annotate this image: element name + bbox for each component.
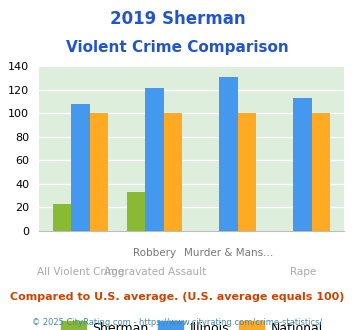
Text: Robbery: Robbery bbox=[133, 248, 176, 257]
Text: 2019 Sherman: 2019 Sherman bbox=[110, 10, 245, 28]
Text: Murder & Mans...: Murder & Mans... bbox=[184, 248, 273, 257]
Legend: Sherman, Illinois, National: Sherman, Illinois, National bbox=[56, 316, 328, 330]
Bar bbox=[71, 104, 90, 231]
Text: Violent Crime Comparison: Violent Crime Comparison bbox=[66, 40, 289, 54]
Text: Aggravated Assault: Aggravated Assault bbox=[104, 267, 206, 277]
Bar bbox=[312, 113, 331, 231]
Bar bbox=[238, 113, 256, 231]
Text: Compared to U.S. average. (U.S. average equals 100): Compared to U.S. average. (U.S. average … bbox=[10, 292, 345, 302]
Bar bbox=[90, 113, 108, 231]
Text: Rape: Rape bbox=[290, 267, 316, 277]
Bar bbox=[53, 204, 71, 231]
Bar bbox=[164, 113, 182, 231]
Bar bbox=[146, 88, 164, 231]
Text: All Violent Crime: All Violent Crime bbox=[37, 267, 124, 277]
Bar bbox=[127, 192, 146, 231]
Bar bbox=[294, 98, 312, 231]
Bar bbox=[219, 77, 238, 231]
Text: © 2025 CityRating.com - https://www.cityrating.com/crime-statistics/: © 2025 CityRating.com - https://www.city… bbox=[32, 318, 323, 327]
